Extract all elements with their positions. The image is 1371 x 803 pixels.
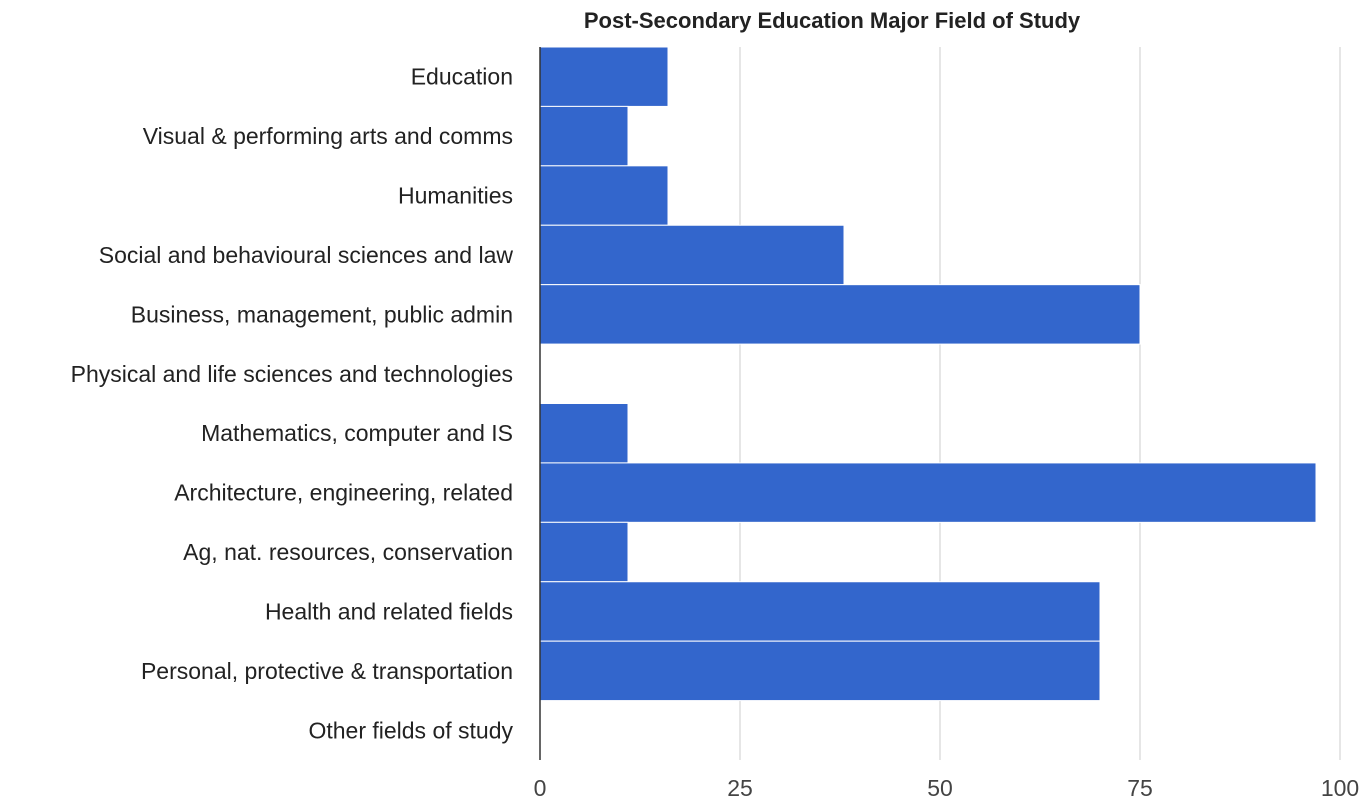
bar xyxy=(539,105,629,167)
x-tick-label: 50 xyxy=(927,775,953,801)
x-tick-label: 75 xyxy=(1127,775,1153,801)
bar xyxy=(539,640,1101,702)
bars xyxy=(539,46,1317,702)
bar xyxy=(539,521,629,583)
bar xyxy=(539,165,669,226)
category-label: Business, management, public admin xyxy=(131,301,513,327)
bar xyxy=(539,284,1141,345)
x-tick-label: 25 xyxy=(727,775,753,801)
chart-title: Post-Secondary Education Major Field of … xyxy=(584,8,1081,33)
category-label: Personal, protective & transportation xyxy=(141,658,513,684)
category-label: Visual & performing arts and comms xyxy=(143,123,513,149)
bar xyxy=(539,462,1317,523)
category-label: Physical and life sciences and technolog… xyxy=(71,361,513,387)
category-label: Humanities xyxy=(398,183,513,209)
category-label: Education xyxy=(411,64,513,90)
bar xyxy=(539,224,845,286)
x-axis-ticks: 0 25 50 75 100 xyxy=(534,775,1360,801)
category-label: Mathematics, computer and IS xyxy=(201,420,513,446)
bar xyxy=(539,403,629,464)
category-label: Architecture, engineering, related xyxy=(174,480,513,506)
category-label: Health and related fields xyxy=(265,598,513,624)
category-labels: Education Visual & performing arts and co… xyxy=(71,64,514,744)
x-tick-label: 100 xyxy=(1321,775,1359,801)
x-tick-label: 0 xyxy=(534,775,547,801)
bar xyxy=(539,46,669,107)
category-label: Other fields of study xyxy=(308,717,513,743)
category-label: Social and behavioural sciences and law xyxy=(99,242,514,268)
bar xyxy=(539,581,1101,642)
category-label: Ag, nat. resources, conservation xyxy=(183,539,513,565)
